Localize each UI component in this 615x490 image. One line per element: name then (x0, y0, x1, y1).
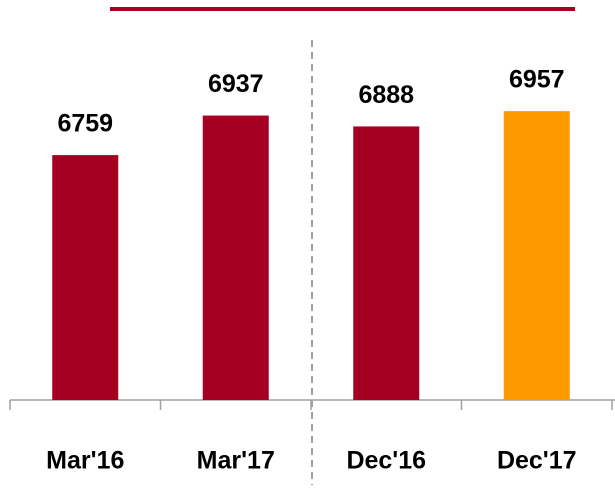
x-tick-label: Mar'17 (197, 447, 275, 475)
value-label: 6957 (509, 66, 565, 94)
bar (202, 115, 269, 401)
bar (52, 155, 119, 400)
bar (503, 111, 570, 400)
bar (353, 126, 420, 400)
value-label: 6937 (208, 70, 264, 98)
value-label: 6759 (57, 110, 113, 138)
x-tick-label: Dec'16 (346, 447, 426, 475)
x-tick-label: Dec'17 (497, 447, 577, 475)
x-tick-label: Mar'16 (46, 447, 124, 475)
value-label: 6888 (358, 81, 414, 109)
